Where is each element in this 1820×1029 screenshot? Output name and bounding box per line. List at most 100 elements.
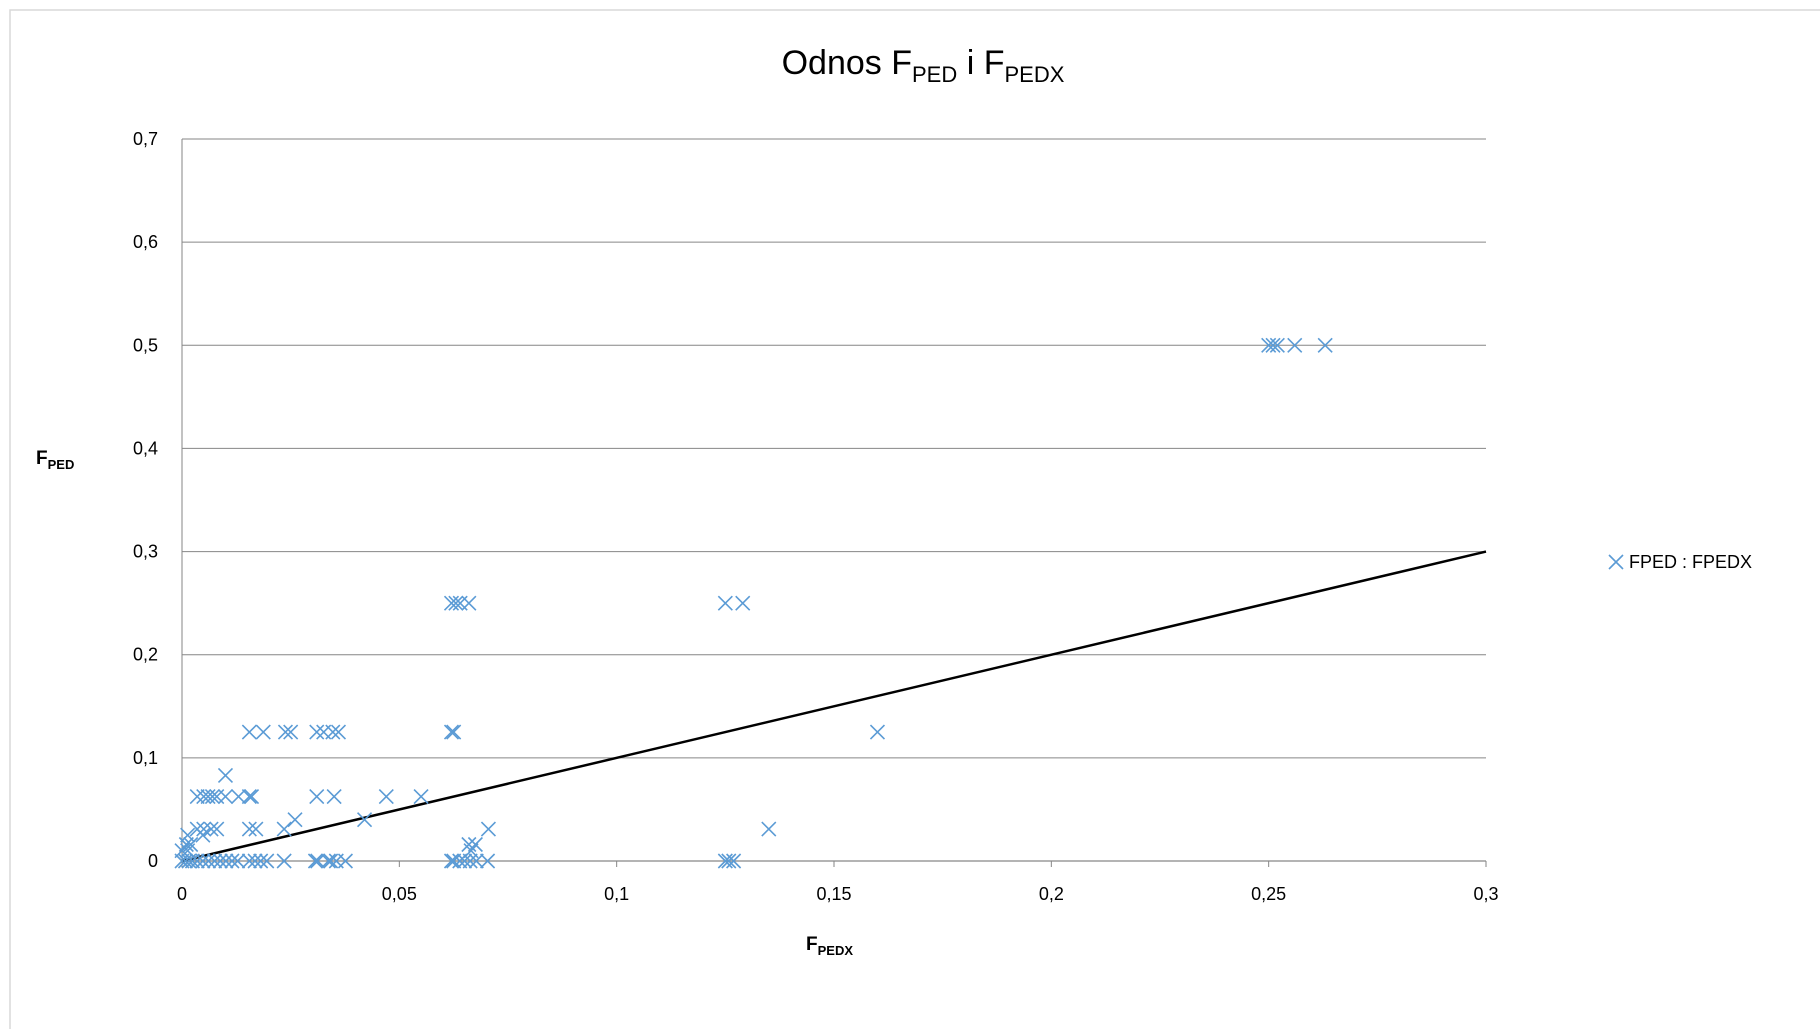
data-point (195, 853, 211, 869)
y-tick-label: 0,6 (133, 232, 158, 252)
data-point (1287, 337, 1303, 353)
data-point (243, 788, 260, 805)
data-point (200, 853, 217, 869)
x-tick-label: 0,05 (382, 884, 417, 904)
data-point (721, 853, 737, 869)
x-axis-label-part: F (806, 934, 818, 955)
data-point (241, 853, 257, 869)
y-axis-label-part: PED (48, 457, 75, 472)
data-point (735, 595, 751, 611)
data-point (480, 821, 497, 837)
data-point (448, 595, 464, 611)
data-point (356, 812, 373, 828)
legend-marker (1608, 554, 1624, 570)
data-point (230, 788, 247, 805)
data-point (196, 821, 212, 837)
data-point (241, 724, 257, 740)
x-tick-label: 0,15 (816, 884, 851, 904)
legend-label: FPED : FPEDX (1629, 552, 1752, 572)
data-point (177, 853, 194, 869)
y-tick-label: 0,2 (133, 645, 158, 665)
data-point (217, 767, 234, 783)
data-point (248, 821, 264, 837)
data-point (320, 853, 337, 869)
data-point (480, 853, 496, 869)
data-point (195, 827, 211, 843)
data-point (217, 788, 234, 805)
chart-title-part: Odnos F (782, 44, 912, 82)
data-point (180, 827, 196, 843)
x-tick-label: 0,1 (604, 884, 629, 904)
data-point (468, 853, 484, 869)
chart-title: Odnos FPED i FPEDX (782, 44, 1065, 87)
data-point (310, 853, 326, 869)
data-point (218, 853, 234, 869)
data-point (178, 836, 194, 853)
data-point (413, 788, 429, 805)
x-axis-label-part: PEDX (818, 943, 854, 958)
x-tick-label: 0,3 (1473, 884, 1498, 904)
data-point (276, 821, 292, 837)
data-point (446, 853, 462, 869)
data-point (212, 853, 228, 869)
y-tick-label: 0 (148, 851, 158, 871)
x-tick-label: 0,25 (1251, 884, 1286, 904)
data-point (726, 853, 742, 869)
data-point (277, 724, 294, 740)
data-point (761, 821, 777, 837)
data-point (255, 724, 271, 740)
data-point (309, 788, 325, 805)
data-point (287, 812, 303, 828)
x-tick-label: 0 (177, 884, 187, 904)
data-point (462, 853, 478, 869)
data-point (189, 788, 205, 805)
data-point (446, 724, 462, 740)
x-tick-label: 0,2 (1039, 884, 1064, 904)
data-point (189, 853, 205, 869)
y-axis-label-part: F (36, 448, 48, 469)
y-axis-label: FPED (36, 448, 74, 472)
data-point (337, 853, 354, 869)
data-point (204, 788, 220, 805)
reference-line (181, 550, 1487, 863)
chart-title-part: i F (957, 44, 1004, 82)
data-point (241, 788, 257, 805)
data-point (207, 853, 223, 869)
data-point (323, 853, 339, 869)
data-point (443, 724, 460, 740)
y-tick-label: 0,4 (133, 438, 158, 458)
data-point (869, 724, 886, 740)
data-point (283, 724, 299, 740)
data-point (378, 788, 394, 805)
data-point (307, 853, 324, 869)
y-tick-label: 0,7 (133, 129, 158, 149)
data-point (309, 724, 325, 740)
data-point (203, 821, 219, 837)
data-point (259, 853, 275, 869)
data-point (241, 821, 257, 837)
y-tick-label: 0,3 (133, 542, 158, 562)
data-point (461, 595, 477, 611)
data-point (247, 853, 263, 869)
data-point (1269, 337, 1285, 353)
y-tick-label: 0,1 (133, 748, 158, 768)
data-point (276, 853, 292, 869)
data-point (1265, 337, 1281, 353)
data-point (326, 788, 342, 805)
data-point (230, 853, 246, 869)
data-point (325, 724, 341, 740)
chart-frame (9, 9, 1820, 1029)
data-point (1317, 337, 1333, 353)
y-tick-label: 0,5 (133, 335, 158, 355)
data-point (209, 821, 225, 837)
chart-title-part: PED (912, 62, 957, 87)
data-point (717, 595, 733, 611)
data-point (253, 853, 269, 869)
chart-title-part: PEDX (1004, 62, 1064, 87)
data-point (467, 836, 483, 853)
data-point (456, 853, 473, 869)
x-axis-label: FPEDX (806, 934, 853, 958)
data-point (330, 724, 347, 740)
data-point (224, 853, 240, 869)
